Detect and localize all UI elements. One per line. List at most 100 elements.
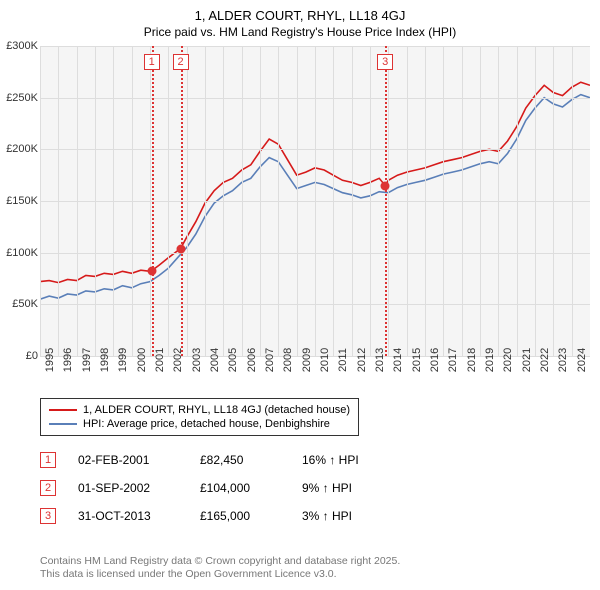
marker-dot (147, 266, 156, 275)
chart-title: 1, ALDER COURT, RHYL, LL18 4GJ (0, 0, 600, 23)
grid-line-v (517, 46, 518, 356)
transaction-delta: 9% ↑ HPI (302, 481, 382, 495)
x-axis-tick: 2024 (576, 348, 588, 372)
grid-line-v (95, 46, 96, 356)
legend-label: 1, ALDER COURT, RHYL, LL18 4GJ (detached… (83, 404, 350, 416)
transaction-delta: 3% ↑ HPI (302, 509, 382, 523)
marker-line (181, 46, 183, 356)
x-axis-tick: 2002 (172, 348, 184, 372)
marker-box: 3 (377, 54, 393, 70)
x-axis-tick: 2005 (227, 348, 239, 372)
x-axis-tick: 2023 (557, 348, 569, 372)
x-axis-tick: 2022 (539, 348, 551, 372)
legend-swatch (49, 409, 77, 411)
x-axis-tick: 2000 (136, 348, 148, 372)
footer: Contains HM Land Registry data © Crown c… (40, 555, 400, 582)
grid-line-v (223, 46, 224, 356)
grid-line-v (388, 46, 389, 356)
y-axis-tick: £50K (12, 298, 38, 310)
transaction-date: 02-FEB-2001 (78, 453, 178, 467)
legend-row: HPI: Average price, detached house, Denb… (49, 417, 350, 431)
transaction-price: £82,450 (200, 453, 280, 467)
transaction-marker: 2 (40, 480, 56, 496)
x-axis-tick: 2007 (264, 348, 276, 372)
marker-box: 2 (173, 54, 189, 70)
transaction-marker: 1 (40, 452, 56, 468)
legend-label: HPI: Average price, detached house, Denb… (83, 418, 330, 430)
x-axis-tick: 2020 (502, 348, 514, 372)
plot-area: 12 3 (40, 46, 590, 356)
y-axis-tick: £300K (6, 40, 38, 52)
y-axis-tick: £0 (26, 350, 38, 362)
grid-line-v (407, 46, 408, 356)
x-axis-tick: 2010 (319, 348, 331, 372)
grid-line-v (260, 46, 261, 356)
x-axis-tick: 1997 (81, 348, 93, 372)
chart-subtitle: Price paid vs. HM Land Registry's House … (0, 23, 600, 39)
x-axis-tick: 2015 (411, 348, 423, 372)
x-axis-tick: 2003 (191, 348, 203, 372)
grid-line-v (535, 46, 536, 356)
transaction-row: 2 01-SEP-2002 £104,000 9% ↑ HPI (40, 474, 382, 502)
marker-box: 1 (144, 54, 160, 70)
grid-line-v (58, 46, 59, 356)
y-axis-tick: £100K (6, 247, 38, 259)
x-axis-tick: 2011 (337, 348, 349, 372)
legend-swatch (49, 423, 77, 425)
grid-line-v (278, 46, 279, 356)
legend-row: 1, ALDER COURT, RHYL, LL18 4GJ (detached… (49, 403, 350, 417)
y-axis-tick: £150K (6, 195, 38, 207)
x-axis-tick: 1999 (117, 348, 129, 372)
marker-line (385, 46, 387, 356)
x-axis-tick: 2012 (356, 348, 368, 372)
x-axis-tick: 2008 (282, 348, 294, 372)
grid-line-v (443, 46, 444, 356)
x-axis-tick: 1996 (62, 348, 74, 372)
grid-line-v (205, 46, 206, 356)
marker-dot (381, 181, 390, 190)
marker-dot (176, 244, 185, 253)
chart-container: 1, ALDER COURT, RHYL, LL18 4GJ Price pai… (0, 0, 600, 590)
x-axis-tick: 2013 (374, 348, 386, 372)
x-axis-tick: 1995 (44, 348, 56, 372)
x-axis-tick: 2021 (521, 348, 533, 372)
grid-line-v (498, 46, 499, 356)
x-axis-tick: 2006 (246, 348, 258, 372)
x-axis-tick: 2018 (466, 348, 478, 372)
x-axis-tick: 2001 (154, 348, 166, 372)
legend: 1, ALDER COURT, RHYL, LL18 4GJ (detached… (40, 398, 359, 436)
grid-line-v (132, 46, 133, 356)
footer-line2: This data is licensed under the Open Gov… (40, 568, 400, 582)
grid-line-v (297, 46, 298, 356)
grid-line-v (242, 46, 243, 356)
grid-line-v (315, 46, 316, 356)
footer-line1: Contains HM Land Registry data © Crown c… (40, 555, 400, 569)
grid-line-v (572, 46, 573, 356)
transaction-date: 31-OCT-2013 (78, 509, 178, 523)
marker-line (152, 46, 154, 356)
transaction-row: 3 31-OCT-2013 £165,000 3% ↑ HPI (40, 502, 382, 530)
grid-line-v (113, 46, 114, 356)
grid-line-v (187, 46, 188, 356)
transaction-row: 102-FEB-2001£82,45016% ↑ HPI (40, 446, 382, 474)
grid-line-v (333, 46, 334, 356)
transaction-price: £104,000 (200, 481, 280, 495)
transaction-marker: 3 (40, 508, 56, 524)
grid-line-v (77, 46, 78, 356)
grid-line-v (425, 46, 426, 356)
y-axis-tick: £250K (6, 92, 38, 104)
x-axis-tick: 2016 (429, 348, 441, 372)
x-axis-tick: 2009 (301, 348, 313, 372)
x-axis-tick: 2017 (447, 348, 459, 372)
transactions-table: 102-FEB-2001£82,45016% ↑ HPI201-SEP-2002… (40, 446, 382, 530)
grid-line-v (168, 46, 169, 356)
y-axis-tick: £200K (6, 143, 38, 155)
x-axis-tick: 2014 (392, 348, 404, 372)
grid-line-v (352, 46, 353, 356)
x-axis-tick: 1998 (99, 348, 111, 372)
x-axis-tick: 2019 (484, 348, 496, 372)
transaction-price: £165,000 (200, 509, 280, 523)
grid-line-v (40, 46, 41, 356)
grid-line-v (370, 46, 371, 356)
transaction-date: 01-SEP-2002 (78, 481, 178, 495)
